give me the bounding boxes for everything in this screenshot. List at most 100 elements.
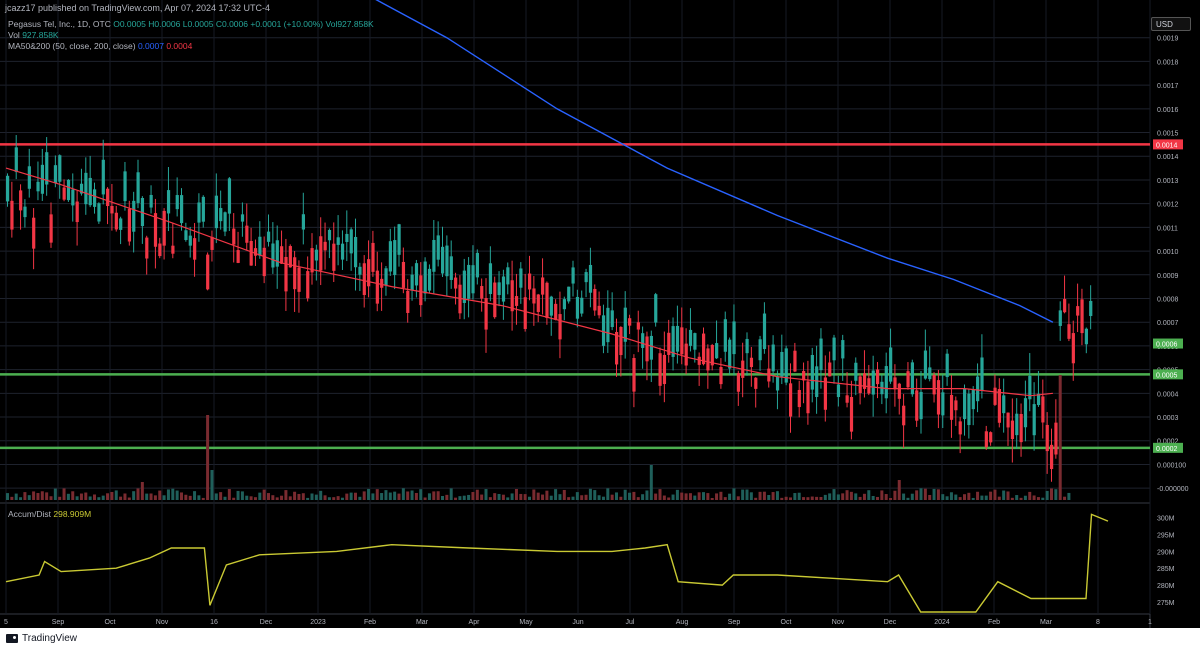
volume-bar [140,482,144,500]
volume-bar [297,493,301,500]
volume-bar [301,493,305,500]
candle-body [523,297,527,329]
candle-body [1006,412,1010,428]
volume-bar [249,496,253,500]
candle-body [419,275,423,306]
candle-body [797,389,801,408]
volume-bar [193,491,197,500]
volume-bar [771,492,775,500]
volume-bar [706,493,710,500]
time-tick-label: Feb [988,619,1000,626]
volume-bar [919,488,923,500]
volume-bar [458,496,462,500]
volume-bar [188,495,192,500]
volume-bar [484,489,488,500]
volume-bar [149,493,153,500]
volume-bar [936,489,940,500]
volume-bar [1067,492,1071,500]
candle-body [345,233,349,243]
volume-bar [110,491,114,500]
candle-body [267,231,271,242]
volume-bar [593,490,597,500]
volume-bar [1006,491,1010,500]
volume-bar [319,490,323,500]
candle-body [1036,393,1041,406]
candle-body [14,147,18,173]
candle-body [380,278,384,288]
volume-bar [253,497,257,500]
volume-bar [884,494,888,500]
candle-body [584,272,588,283]
accum-dist-label[interactable]: Accum/Dist [8,509,51,519]
volume-bar [10,496,14,500]
candle-body [1045,424,1049,452]
currency-button[interactable]: USD [1151,17,1191,31]
volume-bar [375,489,379,500]
candle-body [1019,413,1023,443]
volume-bar [423,497,427,500]
volume-bar [828,493,832,500]
candle-body [1028,375,1032,400]
candle-body [319,236,323,271]
candle-body [249,240,253,266]
time-tick-label: 2023 [310,619,326,626]
candle-body [1032,404,1036,436]
candle-body [680,327,684,355]
chart-svg[interactable]: 0.0019 0.0018 0.0017 0.0016 0.0015 0.0014 0.00… [0,0,1200,628]
volume-bar [75,496,79,500]
legend-ohlc: Pegasus Tel, Inc., 1D, OTC O0.0005 H0.00… [8,19,374,29]
candle-body [758,339,762,361]
brand-label: TradingView [22,633,78,644]
volume-bar [915,490,919,500]
candle-body [832,337,836,361]
candle-body [445,245,449,277]
candle-body [384,268,388,286]
volume-bar [166,489,170,500]
candle-body [23,206,27,218]
volume-bar [1054,489,1058,500]
candle-body [854,362,858,381]
ad-tick-label: 280M [1157,583,1175,590]
ad-tick-label: 300M [1157,516,1175,523]
tradingview-logo[interactable]: TradingView [6,633,77,644]
candle-body [793,350,797,372]
symbol-label[interactable]: Pegasus Tel, Inc., 1D, OTC [8,19,111,29]
candle-body [819,338,823,371]
candle-body [802,371,806,381]
candle-body [897,383,901,399]
candle-body [310,248,314,273]
candle-body [688,329,693,346]
volume-bar [345,493,349,500]
volume-bar [1036,497,1040,500]
volume-bar [758,491,762,500]
volume-bar [793,493,797,500]
candle-body [293,257,297,290]
price-badge [1153,139,1183,150]
candle-body [684,343,688,366]
price-badge [1153,369,1183,380]
ad-tick-label: 295M [1157,533,1175,540]
candle-body [1067,324,1071,339]
candle-body [145,237,149,259]
ohlc-open: O0.0005 [113,19,146,29]
volume-bar [949,492,953,500]
candle-body [79,183,84,194]
ma-label[interactable]: MA50&200 (50, close, 200, close) [8,41,136,51]
price-badge-label: 0.0002 [1156,446,1178,453]
candle-body [732,321,736,355]
volume-bar [876,496,879,500]
volume-bar [675,489,679,500]
candle-body [632,358,636,392]
candle-body [1076,306,1080,316]
time-tick-label: 5 [4,619,8,626]
candle-body [893,377,897,390]
candle-body [449,256,453,280]
volume-label[interactable]: Vol [8,30,20,40]
volume-bar [71,491,75,500]
volume-bar [471,492,475,500]
volume-bar [784,496,788,500]
volume-bar [636,497,640,500]
candle-body [354,236,358,268]
volume-bar [410,490,414,500]
ohlc-low: L0.0005 [182,19,214,29]
